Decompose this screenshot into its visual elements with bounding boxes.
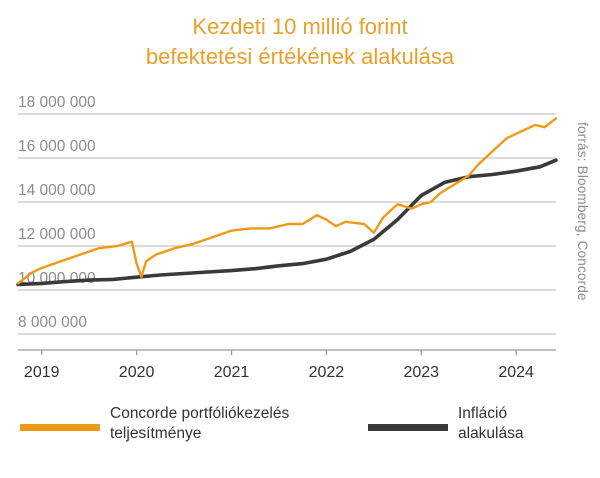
x-tick-label: 2019 [24, 364, 60, 381]
legend-label-concorde: Concorde portfóliókezelés teljesítménye [110, 404, 289, 444]
y-tick-label: 18 000 000 [18, 94, 96, 111]
legend-label-inflation: Infláció alakulása [458, 404, 524, 444]
x-tick-label: 2022 [309, 364, 345, 381]
x-tick-label: 2023 [403, 364, 439, 381]
chart-title: Kezdeti 10 millió forint befektetési ért… [0, 12, 600, 72]
legend-item-concorde: Concorde portfóliókezelés teljesítménye [20, 404, 289, 444]
legend-label-concorde-line1: Concorde portfóliókezelés [110, 405, 290, 422]
legend-swatch-concorde [20, 424, 100, 431]
x-tick-label: 2021 [214, 364, 250, 381]
legend-item-inflation: Infláció alakulása [368, 404, 524, 444]
chart-title-line1: Kezdeti 10 millió forint [192, 14, 408, 39]
x-tick-label: 2024 [498, 364, 534, 381]
legend-swatch-inflation [368, 424, 448, 431]
legend-label-concorde-line2: teljesítménye [110, 425, 202, 442]
series-line-inflation [16, 158, 558, 287]
legend-label-inflation-line1: Infláció [458, 405, 508, 422]
source-note: forrás: Bloomberg, Concorde [575, 122, 590, 301]
series-line-concorde [16, 117, 558, 285]
y-tick-label: 12 000 000 [18, 226, 96, 243]
y-tick-label: 8 000 000 [18, 314, 87, 331]
x-tick-label: 2020 [119, 364, 155, 381]
y-tick-label: 16 000 000 [18, 138, 96, 155]
legend-label-inflation-line2: alakulása [458, 425, 524, 442]
y-tick-label: 14 000 000 [18, 182, 96, 199]
chart-title-line2: befektetési értékének alakulása [145, 44, 455, 69]
